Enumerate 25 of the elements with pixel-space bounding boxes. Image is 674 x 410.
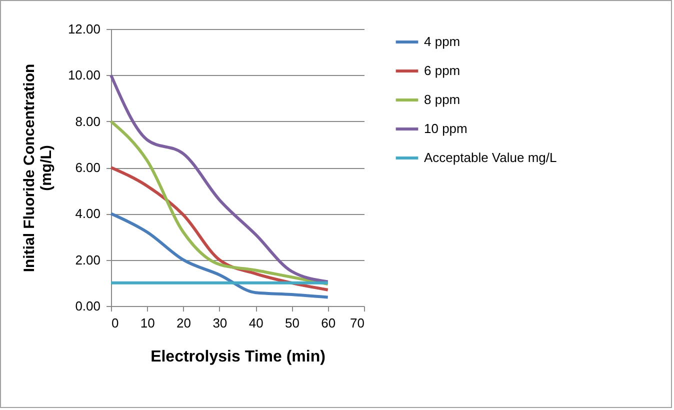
legend-label: 10 ppm	[424, 121, 468, 136]
legend-label: Acceptable Value mg/L	[424, 150, 557, 165]
x-tick-label: 60	[321, 316, 336, 330]
legend-label: 4 ppm	[424, 34, 460, 49]
x-tick-label: 30	[212, 316, 228, 330]
y-tick-label: 4.00	[75, 206, 100, 222]
x-tick-label: 0	[112, 316, 119, 330]
x-tick-label: 40	[248, 316, 264, 330]
y-tick-label: 0.00	[75, 298, 100, 314]
x-tick-label: 70	[350, 316, 364, 330]
line-series	[110, 120, 330, 286]
x-axis-title: Electrolysis Time (min)	[150, 348, 326, 366]
x-tick-label: 50	[284, 316, 300, 330]
legend-label: 8 ppm	[424, 92, 460, 107]
x-tick-label: 20	[176, 316, 192, 330]
y-tick-label: 8.00	[75, 114, 100, 129]
y-axis-title: Initial Fluoride Concentration (mg/L)	[20, 64, 55, 272]
line-series	[110, 212, 330, 299]
y-tick-label: 2.00	[75, 252, 100, 268]
legend-label: 6 ppm	[424, 63, 460, 78]
y-tick-label: 12.00	[68, 22, 100, 36]
line-series	[110, 74, 330, 284]
y-tick-label: 10.00	[68, 68, 100, 83]
y-tick-label: 6.00	[75, 160, 100, 175]
x-tick-label: 10	[140, 316, 155, 330]
